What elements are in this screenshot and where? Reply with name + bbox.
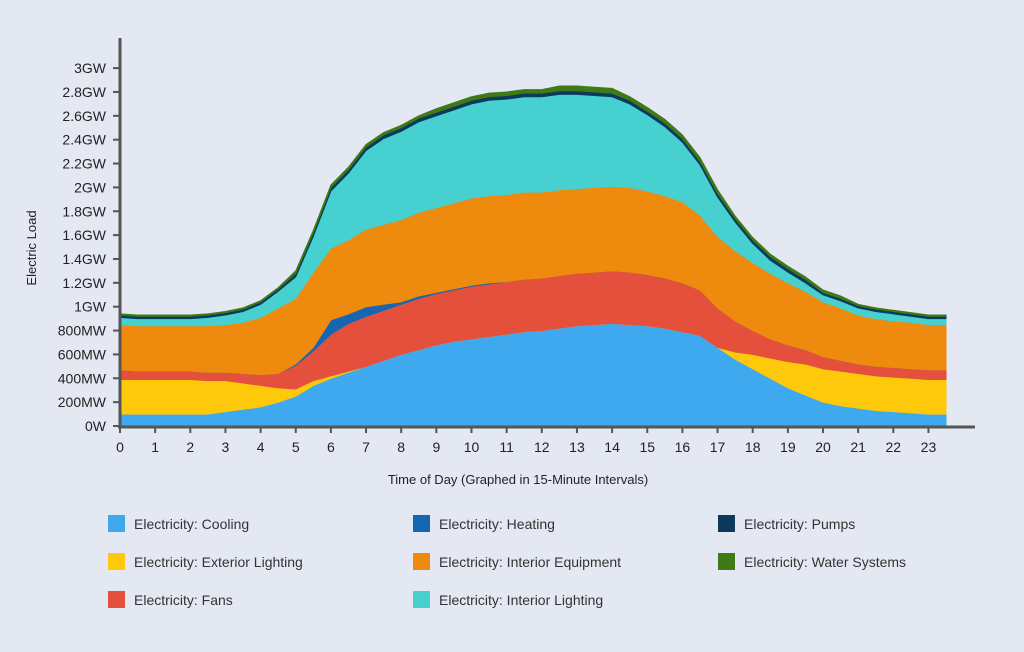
- legend-item: Electricity: Pumps: [718, 514, 1008, 533]
- legend-label: Electricity: Interior Equipment: [439, 553, 622, 570]
- x-tick-label: 14: [604, 439, 620, 455]
- legend-swatch: [413, 553, 430, 570]
- legend-swatch: [718, 553, 735, 570]
- x-tick-label: 4: [257, 439, 265, 455]
- area-series-7: [119, 85, 947, 317]
- x-tick-label: 11: [499, 439, 514, 455]
- legend-swatch: [108, 515, 125, 532]
- x-tick-label: 19: [780, 439, 796, 455]
- y-tick-label: 3GW: [74, 60, 107, 76]
- legend-label: Electricity: Exterior Lighting: [134, 553, 303, 570]
- y-tick-label: 0W: [85, 418, 107, 434]
- chart-areas: [119, 85, 947, 427]
- y-tick-label: 2GW: [74, 179, 107, 195]
- legend-swatch: [108, 553, 125, 570]
- x-tick-label: 0: [116, 439, 124, 455]
- x-tick-label: 9: [432, 439, 440, 455]
- x-tick-label: 17: [710, 439, 726, 455]
- y-axis-title: Electric Load: [24, 210, 39, 285]
- x-tick-label: 7: [362, 439, 370, 455]
- y-tick-label: 2.6GW: [62, 108, 106, 124]
- y-tick-label: 200MW: [58, 394, 107, 410]
- x-tick-label: 13: [569, 439, 585, 455]
- legend-item: Electricity: Exterior Lighting: [108, 552, 413, 571]
- legend-label: Electricity: Heating: [439, 515, 555, 532]
- x-axis-title: Time of Day (Graphed in 15-Minute Interv…: [388, 472, 648, 487]
- y-tick-label: 1.4GW: [62, 251, 106, 267]
- y-tick-label: 1.8GW: [62, 203, 106, 219]
- x-tick-label: 21: [850, 439, 866, 455]
- x-tick-label: 5: [292, 439, 300, 455]
- legend-label: Electricity: Interior Lighting: [439, 591, 604, 608]
- legend-item: Electricity: Fans: [108, 590, 413, 609]
- y-tick-label: 1GW: [74, 299, 107, 315]
- x-tick-label: 10: [464, 439, 480, 455]
- x-tick-label: 1: [151, 439, 159, 455]
- y-axis-ticks: 0W 200MW 400MW 600MW 800MW 1GW 1.2GW 1.4GW 1.6GW…: [58, 60, 120, 434]
- legend-item: Electricity: Interior Equipment: [413, 552, 718, 571]
- legend-swatch: [108, 591, 125, 608]
- y-tick-label: 600MW: [58, 346, 107, 362]
- x-tick-label: 18: [745, 439, 761, 455]
- x-tick-label: 15: [639, 439, 655, 455]
- legend-item: Electricity: Heating: [413, 514, 718, 533]
- legend-item: Electricity: Water Systems: [718, 552, 1008, 571]
- x-tick-label: 2: [186, 439, 194, 455]
- y-tick-label: 800MW: [58, 323, 107, 339]
- legend-label: Electricity: Cooling: [134, 515, 250, 532]
- legend-swatch: [718, 515, 735, 532]
- legend-swatch: [413, 515, 430, 532]
- x-tick-label: 20: [815, 439, 831, 455]
- legend-label: Electricity: Water Systems: [744, 553, 907, 570]
- x-tick-label: 23: [921, 439, 937, 455]
- x-tick-label: 22: [886, 439, 902, 455]
- y-tick-label: 2.2GW: [62, 156, 106, 172]
- y-tick-label: 2.4GW: [62, 132, 106, 148]
- y-tick-label: 2.8GW: [62, 84, 106, 100]
- x-tick-label: 3: [222, 439, 230, 455]
- legend-label: Electricity: Pumps: [744, 515, 856, 532]
- legend-item: Electricity: Cooling: [108, 514, 413, 533]
- legend-swatch: [413, 591, 430, 608]
- x-axis-ticks: 0 1 2 3 4 5 6 7 8 9 10 11 12 13 14 15 16 17 18 19 20 21 22 23: [116, 427, 936, 455]
- x-tick-label: 16: [675, 439, 691, 455]
- y-tick-label: 1.6GW: [62, 227, 106, 243]
- chart-legend: Electricity: Cooling Electricity: Heating…: [108, 514, 1008, 609]
- y-tick-label: 400MW: [58, 370, 107, 386]
- legend-item: Electricity: Interior Lighting: [413, 590, 718, 609]
- x-tick-label: 6: [327, 439, 335, 455]
- x-tick-label: 12: [534, 439, 550, 455]
- legend-label: Electricity: Fans: [134, 591, 233, 608]
- y-tick-label: 1.2GW: [62, 275, 106, 291]
- x-tick-label: 8: [397, 439, 405, 455]
